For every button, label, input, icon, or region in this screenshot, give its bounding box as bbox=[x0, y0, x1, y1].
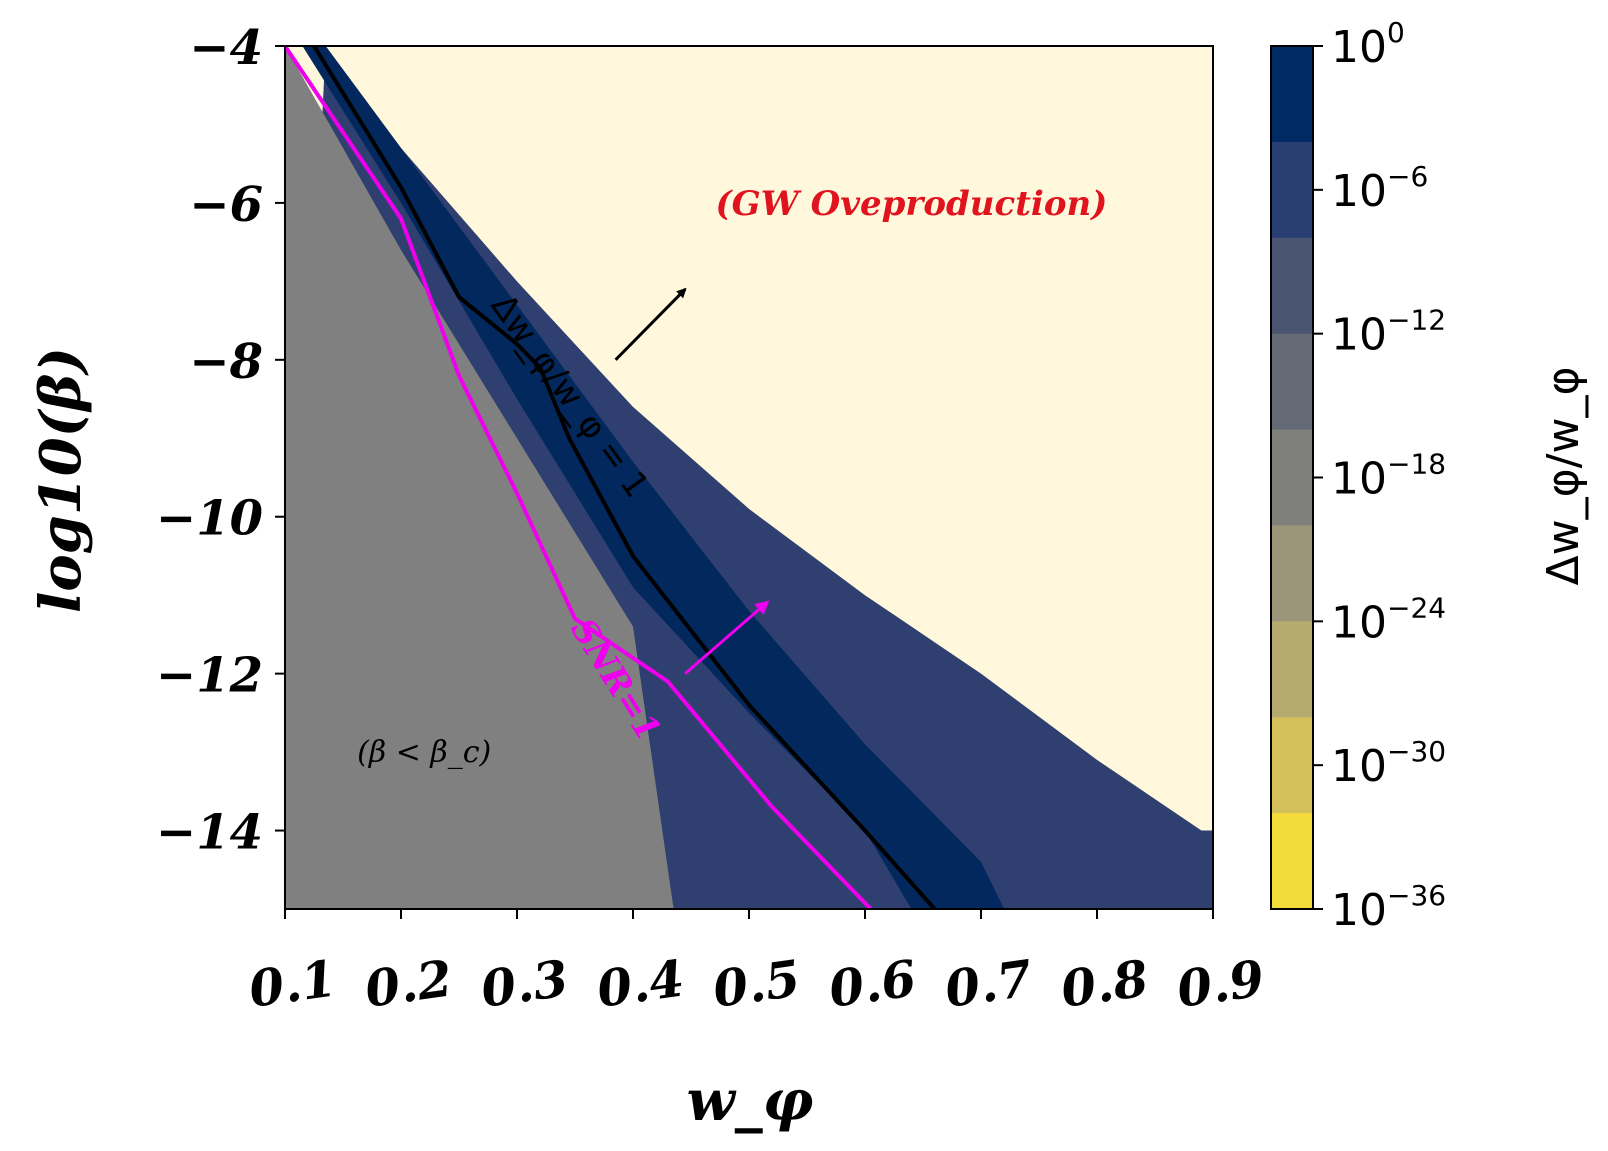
colorbar-tick-label: 100 bbox=[1331, 16, 1405, 73]
colorbar-segment bbox=[1271, 46, 1313, 143]
ratio-curve bbox=[312, 46, 937, 909]
excluded-region-gray bbox=[285, 46, 674, 909]
colorbar-segment bbox=[1271, 717, 1313, 814]
colorbar-segment bbox=[1271, 621, 1313, 718]
colorbar-tick-label: 10−12 bbox=[1331, 304, 1446, 361]
y-axis-label: log10(β) bbox=[28, 347, 94, 613]
colorbar-tick-label: 10−30 bbox=[1331, 735, 1446, 792]
x-tick-label: 0.6 bbox=[825, 948, 919, 1019]
y-axis: −4 −6 −8 −10 −12 −14 bbox=[156, 20, 285, 861]
colorbar: 100 10−6 10−12 10−18 10−24 10−30 10−36 bbox=[1270, 16, 1446, 936]
y-tick-label: −6 bbox=[189, 177, 263, 233]
x-tick-label: 0.2 bbox=[361, 948, 455, 1019]
x-tick-label: 0.3 bbox=[477, 948, 571, 1019]
x-tick-label: 0.5 bbox=[709, 948, 803, 1019]
plot-area bbox=[284, 45, 1214, 910]
colorbar-tick-label: 10−18 bbox=[1331, 448, 1446, 505]
colorbar-segment bbox=[1271, 429, 1313, 527]
colorbar-segment bbox=[1271, 333, 1313, 431]
colorbar-tick-label: 10−24 bbox=[1331, 591, 1446, 648]
x-axis-label: w_φ bbox=[687, 1068, 814, 1134]
arrow-magenta bbox=[684, 600, 770, 675]
colorbar-segment bbox=[1271, 813, 1313, 910]
x-tick-label: 0.7 bbox=[941, 948, 1036, 1019]
inner-band-region bbox=[302, 46, 1005, 909]
x-tick-label: 0.9 bbox=[1173, 948, 1267, 1019]
gw-overproduction-label: (GW Oveproduction) bbox=[715, 184, 1107, 224]
snr-curve bbox=[285, 46, 873, 909]
y-tick-label: −4 bbox=[189, 20, 263, 76]
y-tick-label: −14 bbox=[156, 805, 263, 861]
x-tick-label: 0.4 bbox=[593, 948, 687, 1019]
colorbar-segment bbox=[1271, 525, 1313, 622]
colorbar-tick-label: 10−6 bbox=[1331, 160, 1428, 217]
x-axis: 0.1 0.2 0.3 0.4 0.5 0.6 0.7 0.8 0.9 bbox=[245, 909, 1268, 1019]
y-tick-label: −8 bbox=[189, 334, 263, 390]
colorbar-tick-label: 10−36 bbox=[1331, 879, 1446, 936]
colorbar-segment bbox=[1271, 237, 1313, 335]
x-tick-label: 0.1 bbox=[245, 948, 339, 1019]
y-tick-label: −12 bbox=[156, 648, 263, 704]
colorbar-segment bbox=[1271, 141, 1313, 239]
colorbar-label: Δw_φ/w_φ bbox=[1538, 367, 1589, 586]
y-tick-label: −10 bbox=[156, 491, 263, 547]
beta-below-critical-label: (β < β_c) bbox=[357, 735, 491, 770]
arrow-black bbox=[614, 287, 687, 361]
x-tick-label: 0.8 bbox=[1057, 948, 1151, 1019]
